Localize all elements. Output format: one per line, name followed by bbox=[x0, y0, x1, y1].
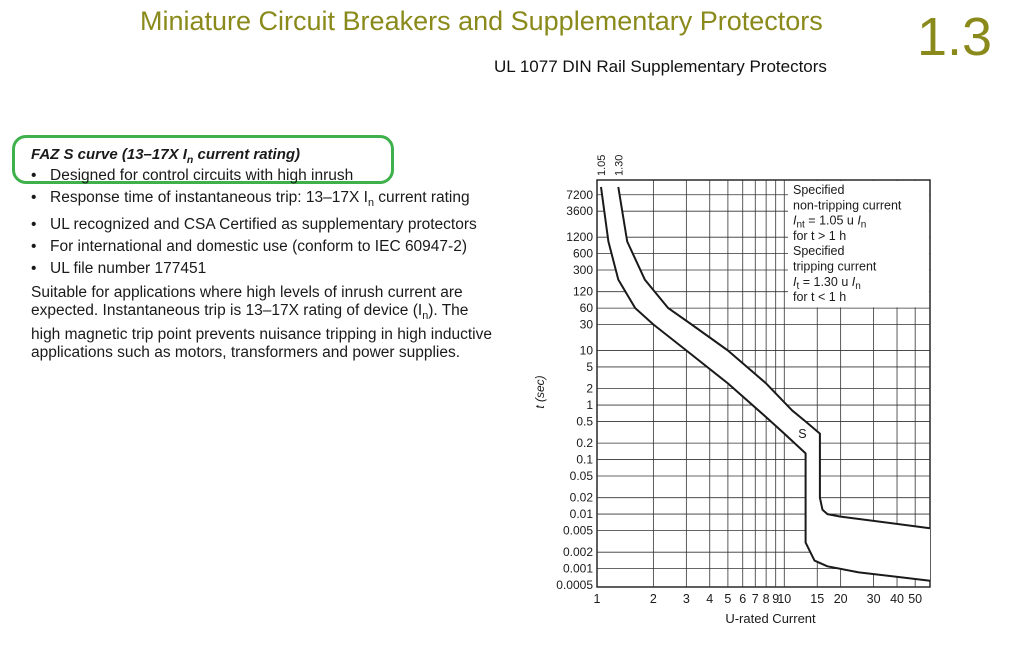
x-axis-label: U-rated Current bbox=[725, 611, 816, 626]
x-tick-label: 6 bbox=[739, 592, 746, 606]
y-tick-label: 0.002 bbox=[563, 545, 593, 559]
y-tick-label: 0.05 bbox=[570, 469, 594, 483]
section-heading: FAZ S curve (13–17X In current rating) bbox=[31, 146, 301, 166]
band-label: S bbox=[798, 427, 806, 441]
y-tick-label: 1 bbox=[586, 398, 593, 412]
y-tick-label: 2 bbox=[586, 382, 593, 396]
legend-line: tripping current bbox=[793, 260, 877, 274]
trip-curve-chart: 1 2 3 4 5 6 7 8 910 15 20 30 40 507200360012006003001… bbox=[533, 155, 931, 626]
x-tick-label: 50 bbox=[908, 592, 922, 606]
y-tick-label: 0.01 bbox=[570, 507, 594, 521]
y-tick-label: 60 bbox=[580, 301, 594, 315]
marker-label: 1.05 bbox=[596, 155, 608, 176]
series-upper-curve bbox=[617, 186, 931, 530]
legend-line: It = 1.30 u In bbox=[793, 275, 861, 292]
series-lower-curve bbox=[600, 186, 931, 582]
feature-list: Designed for control circuits with high … bbox=[31, 165, 477, 280]
legend-line: for t > 1 h bbox=[793, 229, 846, 243]
x-tick-label: 8 bbox=[763, 592, 770, 606]
x-tick-label: 4 bbox=[706, 592, 713, 606]
legend-line: for t < 1 h bbox=[793, 290, 846, 304]
x-tick-label: 5 bbox=[724, 592, 731, 606]
y-tick-label: 0.02 bbox=[570, 491, 594, 505]
y-tick-label: 30 bbox=[580, 318, 594, 332]
description-paragraph: Suitable for applications where high lev… bbox=[31, 284, 492, 361]
y-tick-label: 10 bbox=[580, 344, 594, 358]
x-tick-label: 7 bbox=[752, 592, 759, 606]
x-tick-label: 10 bbox=[777, 592, 791, 606]
feature-bullet: Response time of instantaneous trip: 13–… bbox=[31, 187, 477, 214]
y-axis-label: t (sec) bbox=[533, 375, 547, 408]
x-tick-label: 3 bbox=[683, 592, 690, 606]
x-tick-label: 30 bbox=[867, 592, 881, 606]
legend-box bbox=[788, 181, 929, 308]
x-tick-label: 20 bbox=[834, 592, 848, 606]
y-tick-label: 1200 bbox=[566, 230, 593, 244]
y-tick-label: 0.0005 bbox=[556, 578, 593, 592]
y-tick-label: 0.005 bbox=[563, 523, 593, 537]
y-tick-label: 0.5 bbox=[576, 414, 593, 428]
y-tick-label: 7200 bbox=[566, 188, 593, 202]
x-tick-label: 40 bbox=[890, 592, 904, 606]
x-tick-label: 2 bbox=[650, 592, 657, 606]
y-tick-label: 0.001 bbox=[563, 562, 593, 576]
y-tick-label: 120 bbox=[573, 285, 593, 299]
y-tick-label: 600 bbox=[573, 247, 593, 261]
x-tick-label: 15 bbox=[810, 592, 824, 606]
feature-bullet: UL file number 177451 bbox=[31, 258, 477, 280]
feature-bullet: For international and domestic use (conf… bbox=[31, 236, 477, 258]
y-tick-label: 3600 bbox=[566, 204, 593, 218]
y-tick-label: 5 bbox=[586, 360, 593, 374]
x-tick-label: 9 bbox=[772, 592, 779, 606]
legend-line: Specified bbox=[793, 244, 844, 258]
marker-label: 1.30 bbox=[613, 155, 625, 176]
section-number: 1.3 bbox=[917, 7, 993, 67]
legend-line: Int = 1.05 u In bbox=[793, 214, 866, 231]
legend-line: non-tripping current bbox=[793, 198, 902, 212]
y-tick-label: 0.1 bbox=[576, 453, 593, 467]
y-tick-label: 0.2 bbox=[576, 436, 593, 450]
page-subtitle: UL 1077 DIN Rail Supplementary Protector… bbox=[494, 57, 827, 76]
feature-bullet: UL recognized and CSA Certified as suppl… bbox=[31, 214, 477, 236]
page-title: Miniature Circuit Breakers and Supplemen… bbox=[140, 6, 823, 36]
y-tick-label: 300 bbox=[573, 263, 593, 277]
feature-bullet: Designed for control circuits with high … bbox=[31, 165, 477, 187]
x-tick-label: 1 bbox=[594, 592, 601, 606]
legend-line: Specified bbox=[793, 183, 844, 197]
